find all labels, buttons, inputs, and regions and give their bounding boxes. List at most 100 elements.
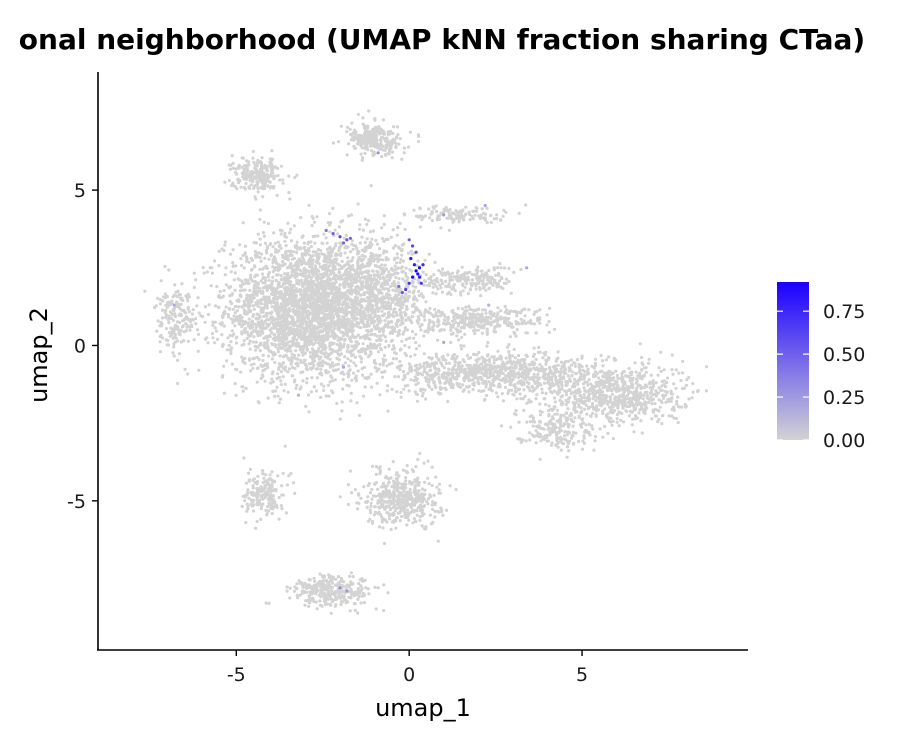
data-point: [647, 357, 651, 361]
data-point: [481, 359, 485, 363]
data-point: [382, 214, 386, 218]
data-point: [360, 284, 365, 288]
data-point: [347, 364, 351, 368]
data-point: [326, 277, 330, 281]
data-point: [267, 354, 271, 358]
data-point: [501, 360, 505, 364]
data-point: [214, 329, 218, 333]
data-point: [683, 402, 687, 407]
data-point: [387, 289, 391, 293]
data-point: [258, 217, 262, 221]
data-point: [266, 396, 270, 400]
data-point: [235, 368, 239, 372]
data-point: [517, 388, 521, 392]
data-point: [388, 304, 392, 309]
data-point: [363, 255, 367, 259]
data-point: [275, 377, 279, 381]
data-point: [334, 280, 338, 284]
data-point: [356, 202, 360, 206]
data-point: [284, 244, 288, 248]
data-point: [336, 367, 340, 371]
data-point: [404, 318, 408, 322]
data-point: [245, 257, 249, 261]
data-point: [311, 327, 315, 331]
data-point: [282, 321, 286, 325]
data-point: [384, 287, 388, 291]
data-point: [442, 371, 446, 375]
data-point: [372, 254, 376, 258]
data-point: [222, 249, 226, 253]
data-point: [350, 302, 354, 306]
data-point: [283, 296, 287, 300]
data-point: [242, 282, 246, 286]
data-point: [283, 234, 287, 238]
data-point: [670, 396, 674, 400]
data-point: [314, 332, 318, 336]
data-point: [441, 354, 445, 358]
data-point: [255, 254, 259, 258]
data-point: [355, 252, 360, 256]
data-point: [370, 289, 374, 293]
data-point: [318, 286, 322, 290]
data-point: [615, 420, 619, 424]
data-point: [598, 379, 602, 383]
data-point: [336, 338, 340, 342]
data-point: [388, 293, 392, 297]
data-point: [320, 307, 324, 311]
data-point: [331, 206, 335, 210]
data-point: [480, 355, 484, 359]
data-point: [317, 333, 321, 337]
data-point: [390, 387, 394, 391]
data-point: [202, 271, 206, 275]
data-point: [610, 392, 615, 396]
data-point: [241, 221, 245, 225]
data-point: [508, 365, 512, 369]
data-point: [276, 350, 280, 354]
data-point: [335, 286, 339, 290]
data-point: [591, 397, 595, 401]
data-point: [334, 296, 338, 300]
data-point: [350, 344, 354, 348]
data-point: [386, 322, 390, 326]
data-point: [340, 265, 344, 269]
data-point: [412, 336, 416, 340]
data-point: [496, 395, 500, 399]
data-point: [247, 357, 251, 361]
data-point: [301, 379, 305, 383]
data-point: [393, 375, 397, 379]
data-point: [349, 399, 353, 403]
data-point: [528, 389, 532, 393]
data-point: [377, 247, 382, 251]
data-point: [532, 366, 536, 370]
data-point: [488, 363, 492, 367]
data-point: [313, 264, 317, 268]
data-point: [249, 256, 253, 261]
data-point: [221, 342, 225, 346]
data-point: [283, 272, 287, 276]
data-point: [201, 265, 205, 270]
data-point: [295, 312, 299, 316]
data-point: [282, 309, 286, 313]
data-point: [493, 377, 497, 382]
data-point: [488, 359, 492, 363]
data-point: [346, 319, 350, 323]
data-point: [278, 305, 282, 309]
data-point: [249, 331, 254, 335]
data-point: [255, 292, 259, 296]
data-point: [350, 281, 354, 285]
data-point: [289, 239, 294, 243]
data-point: [544, 360, 549, 364]
data-point: [309, 390, 313, 394]
data-point: [234, 304, 238, 308]
data-point: [311, 312, 315, 316]
data-point: [331, 379, 335, 383]
data-point: [320, 316, 324, 320]
data-point: [570, 370, 574, 374]
data-point: [399, 311, 403, 315]
data-point: [534, 357, 538, 361]
data-point: [359, 356, 363, 360]
data-point: [399, 395, 403, 399]
data-point: [262, 327, 266, 331]
data-point: [205, 270, 209, 274]
data-point: [437, 369, 441, 373]
